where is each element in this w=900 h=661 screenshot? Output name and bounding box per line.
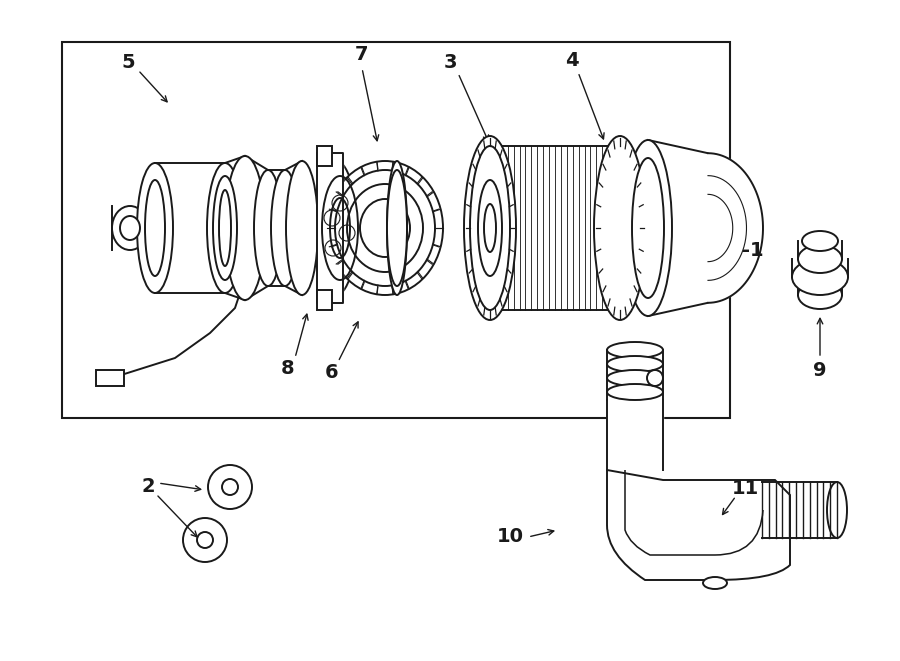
- Ellipse shape: [607, 342, 663, 358]
- Ellipse shape: [271, 170, 299, 286]
- Ellipse shape: [594, 136, 646, 320]
- Ellipse shape: [798, 245, 842, 273]
- Ellipse shape: [219, 190, 231, 266]
- Ellipse shape: [607, 356, 663, 372]
- Ellipse shape: [286, 161, 318, 295]
- Ellipse shape: [703, 577, 727, 589]
- Polygon shape: [708, 153, 763, 303]
- Ellipse shape: [607, 384, 663, 400]
- Ellipse shape: [647, 370, 663, 386]
- Text: 8: 8: [281, 358, 295, 377]
- Ellipse shape: [607, 370, 663, 386]
- Ellipse shape: [208, 465, 252, 509]
- PathPatch shape: [607, 470, 790, 580]
- Ellipse shape: [222, 479, 238, 495]
- Ellipse shape: [387, 170, 407, 286]
- Ellipse shape: [313, 160, 357, 296]
- Ellipse shape: [120, 216, 140, 240]
- Ellipse shape: [197, 532, 213, 548]
- Ellipse shape: [137, 163, 173, 293]
- Polygon shape: [648, 140, 708, 316]
- Ellipse shape: [225, 156, 265, 300]
- Bar: [317, 146, 332, 166]
- Ellipse shape: [484, 204, 496, 252]
- Ellipse shape: [470, 146, 510, 310]
- Ellipse shape: [624, 140, 672, 316]
- Bar: [62, 42, 730, 418]
- Ellipse shape: [254, 170, 282, 286]
- Ellipse shape: [327, 161, 443, 295]
- Ellipse shape: [387, 161, 407, 295]
- Ellipse shape: [600, 146, 640, 310]
- Text: 11: 11: [732, 479, 759, 498]
- Text: -1: -1: [742, 241, 763, 260]
- Ellipse shape: [335, 170, 435, 286]
- Text: 4: 4: [565, 50, 579, 69]
- Ellipse shape: [632, 158, 664, 298]
- Text: 2: 2: [141, 477, 155, 496]
- Ellipse shape: [464, 136, 516, 320]
- Text: 9: 9: [814, 360, 827, 379]
- Ellipse shape: [827, 482, 847, 538]
- Text: 7: 7: [356, 46, 369, 65]
- Text: 6: 6: [325, 362, 338, 381]
- Bar: [96, 370, 124, 386]
- Text: 10: 10: [497, 527, 524, 547]
- Bar: [317, 290, 332, 310]
- Ellipse shape: [213, 176, 237, 280]
- Text: 5: 5: [122, 52, 135, 71]
- Ellipse shape: [112, 206, 148, 250]
- Ellipse shape: [145, 180, 165, 276]
- Ellipse shape: [792, 259, 848, 295]
- Ellipse shape: [802, 231, 838, 251]
- Polygon shape: [607, 400, 663, 470]
- Ellipse shape: [207, 163, 243, 293]
- Ellipse shape: [798, 281, 842, 309]
- Polygon shape: [317, 153, 343, 303]
- Ellipse shape: [183, 518, 227, 562]
- Text: 3: 3: [443, 52, 456, 71]
- Ellipse shape: [478, 180, 502, 276]
